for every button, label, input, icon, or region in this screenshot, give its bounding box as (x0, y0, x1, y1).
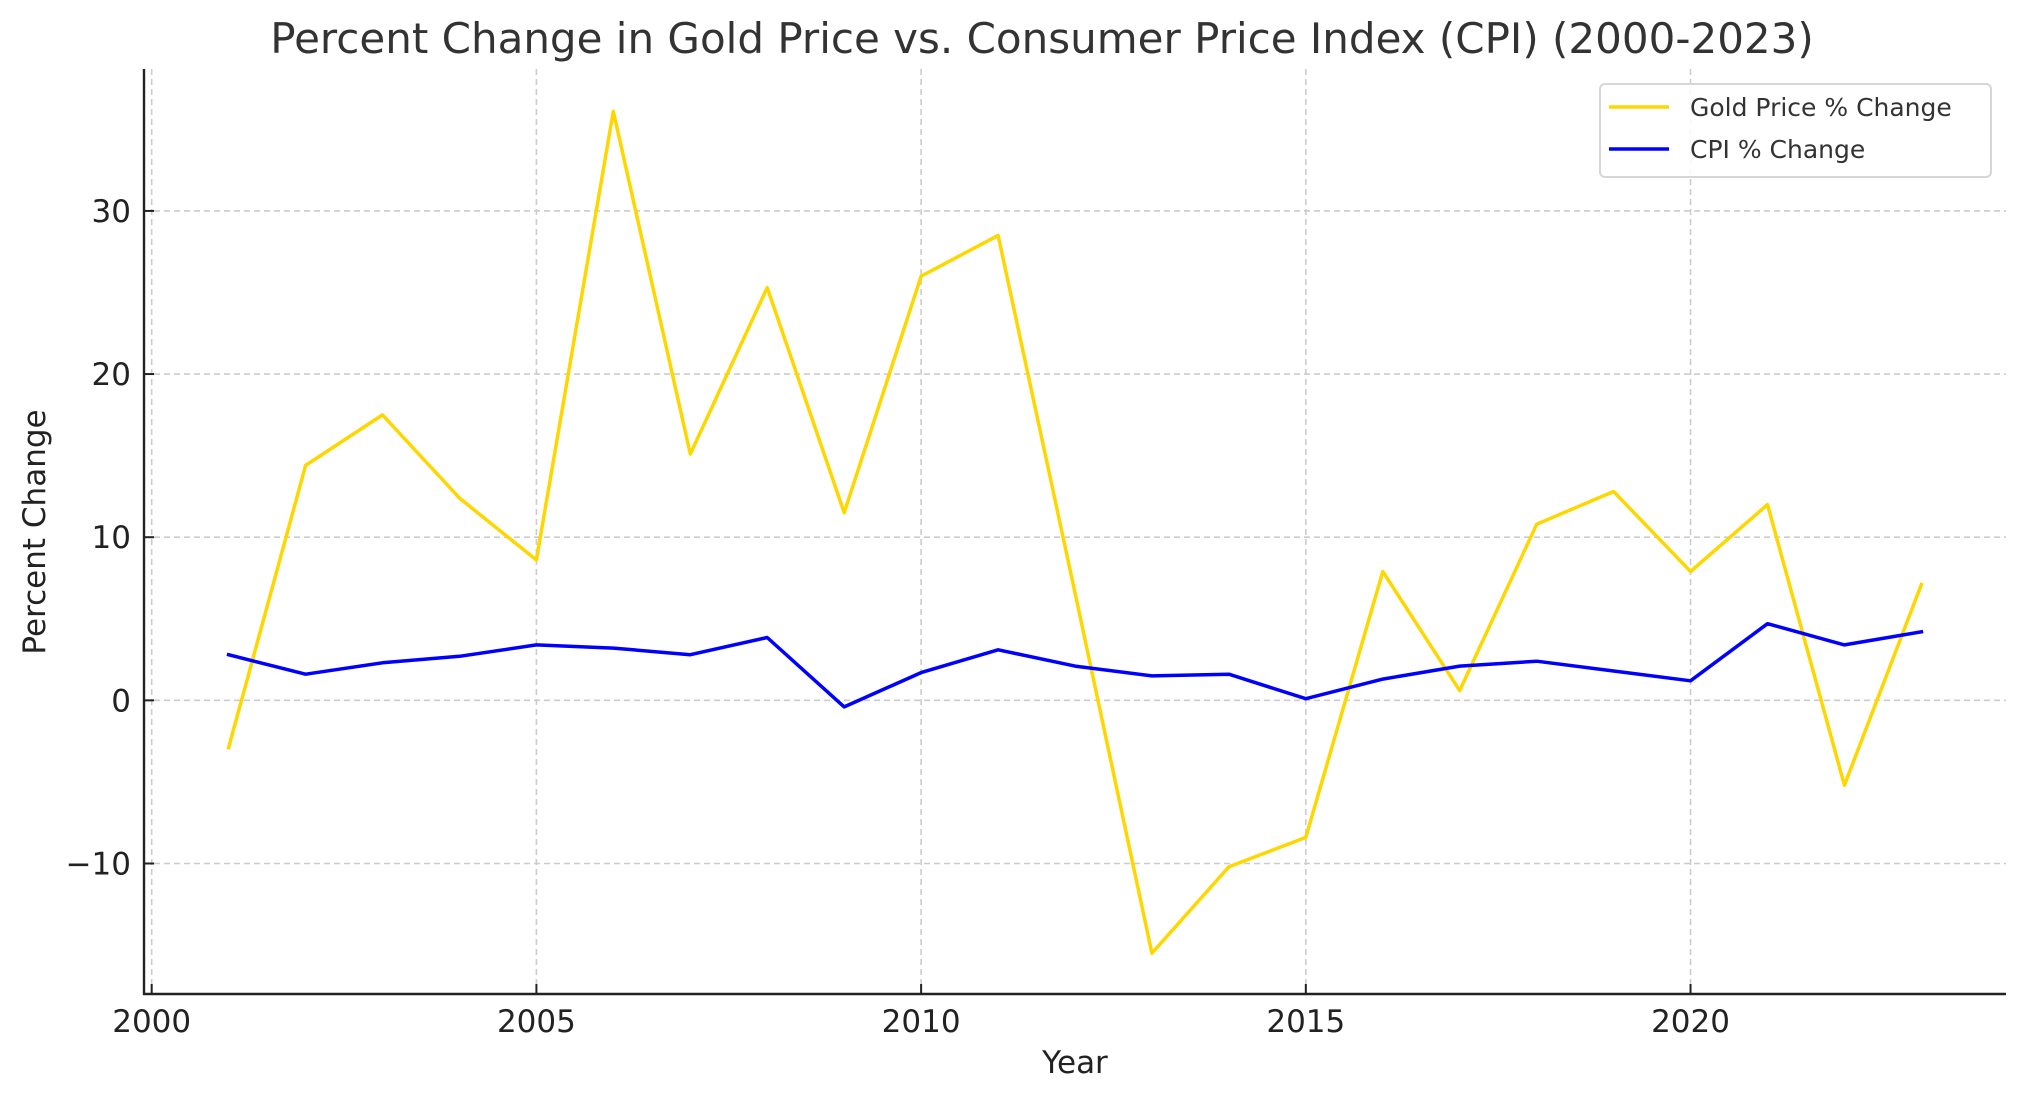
y-tick-label: 0 (111, 683, 131, 719)
x-tick-label: 2010 (882, 1004, 961, 1040)
ticks: 2000 2005 2010 2015 2020 −10 0 10 20 30 (66, 194, 1730, 1040)
x-tick-label: 2015 (1266, 1004, 1345, 1040)
y-tick-label: 10 (92, 520, 131, 556)
y-axis-label: Percent Change (17, 409, 53, 654)
legend-label-gold: Gold Price % Change (1690, 93, 1952, 122)
x-tick-label: 2020 (1651, 1004, 1730, 1040)
legend: Gold Price % Change CPI % Change (1599, 83, 1992, 178)
x-axis-label: Year (1041, 1045, 1108, 1081)
chart-title: Percent Change in Gold Price vs. Consume… (270, 14, 1814, 63)
cpi-line (226, 621, 1924, 709)
x-tick-label: 2005 (497, 1004, 576, 1040)
y-tick-label: −10 (66, 846, 131, 882)
series-layer (226, 109, 1924, 955)
y-tick-label: 20 (92, 357, 131, 393)
x-tick-label: 2000 (112, 1004, 191, 1040)
axes (142, 69, 2006, 996)
gold-price-line (226, 109, 1924, 955)
legend-box (1599, 83, 1992, 178)
legend-label-cpi: CPI % Change (1690, 135, 1865, 164)
y-tick-label: 30 (92, 194, 131, 230)
grid (144, 69, 2006, 994)
